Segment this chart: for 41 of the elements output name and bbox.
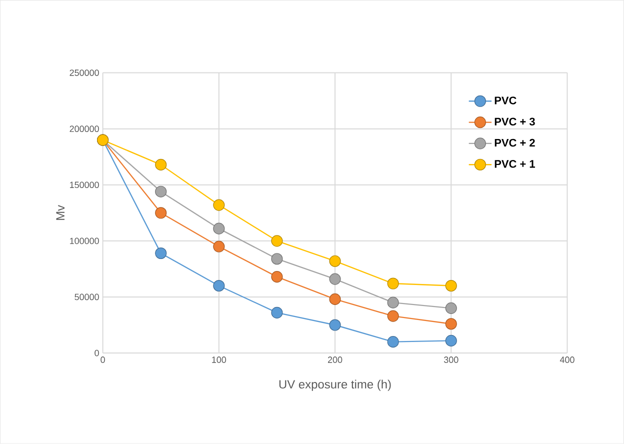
legend-label: PVC + 2 — [494, 138, 535, 147]
x-tick-label: 300 — [444, 356, 458, 364]
y-tick-label: 150000 — [70, 182, 99, 188]
point — [445, 335, 457, 347]
x-tick-label: 200 — [328, 356, 342, 364]
point — [387, 336, 399, 348]
point — [329, 319, 341, 331]
x-axis-title: UV exposure time (h) — [279, 380, 391, 392]
point — [329, 273, 341, 285]
point — [329, 294, 341, 306]
point — [271, 271, 283, 283]
legend-label: PVC — [494, 96, 516, 104]
y-tick-label: 200000 — [70, 126, 99, 132]
x-tick-label: 100 — [212, 356, 226, 364]
point — [213, 199, 225, 211]
point — [271, 253, 283, 265]
point — [387, 310, 399, 322]
legend-label: PVC + 3 — [494, 118, 535, 126]
y-tick-label: 50000 — [74, 294, 99, 300]
y-tick-label: 0 — [94, 350, 99, 356]
point — [271, 235, 283, 247]
point — [271, 306, 283, 319]
y-tick-label: 250000 — [70, 70, 99, 76]
point — [213, 222, 225, 234]
point — [329, 255, 341, 267]
point — [445, 280, 457, 292]
point — [387, 296, 399, 308]
point — [155, 207, 167, 219]
y-tick-label: 100000 — [70, 238, 99, 244]
x-tick-label: 0 — [100, 356, 105, 364]
point — [445, 318, 457, 330]
point — [387, 278, 399, 290]
point — [445, 302, 457, 314]
legend-label: PVC + 1 — [494, 160, 535, 168]
y-axis-title: Mv — [56, 205, 64, 220]
point — [155, 159, 167, 171]
point — [213, 240, 225, 252]
point — [155, 248, 167, 260]
point — [213, 280, 225, 292]
x-tick-label: 400 — [560, 356, 574, 364]
point — [155, 186, 167, 198]
